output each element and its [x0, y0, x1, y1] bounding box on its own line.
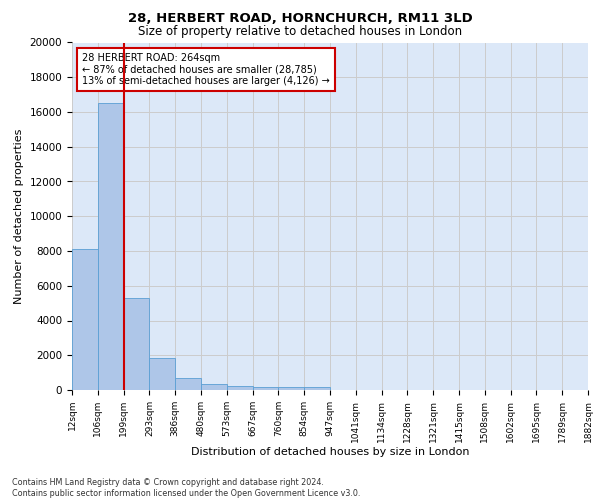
Bar [149, 358, 175, 390]
Bar [227, 386, 253, 390]
Bar [124, 298, 149, 390]
Text: 28 HERBERT ROAD: 264sqm
← 87% of detached houses are smaller (28,785)
13% of sem: 28 HERBERT ROAD: 264sqm ← 87% of detache… [82, 53, 330, 86]
Bar [175, 378, 201, 390]
Text: Size of property relative to detached houses in London: Size of property relative to detached ho… [138, 25, 462, 38]
Bar [72, 250, 98, 390]
Text: 28, HERBERT ROAD, HORNCHURCH, RM11 3LD: 28, HERBERT ROAD, HORNCHURCH, RM11 3LD [128, 12, 472, 26]
Bar [201, 384, 227, 390]
Bar [278, 387, 304, 390]
Y-axis label: Number of detached properties: Number of detached properties [14, 128, 24, 304]
X-axis label: Distribution of detached houses by size in London: Distribution of detached houses by size … [191, 448, 469, 458]
Bar [98, 104, 124, 390]
Text: Contains HM Land Registry data © Crown copyright and database right 2024.
Contai: Contains HM Land Registry data © Crown c… [12, 478, 361, 498]
Bar [253, 386, 278, 390]
Bar [304, 387, 330, 390]
